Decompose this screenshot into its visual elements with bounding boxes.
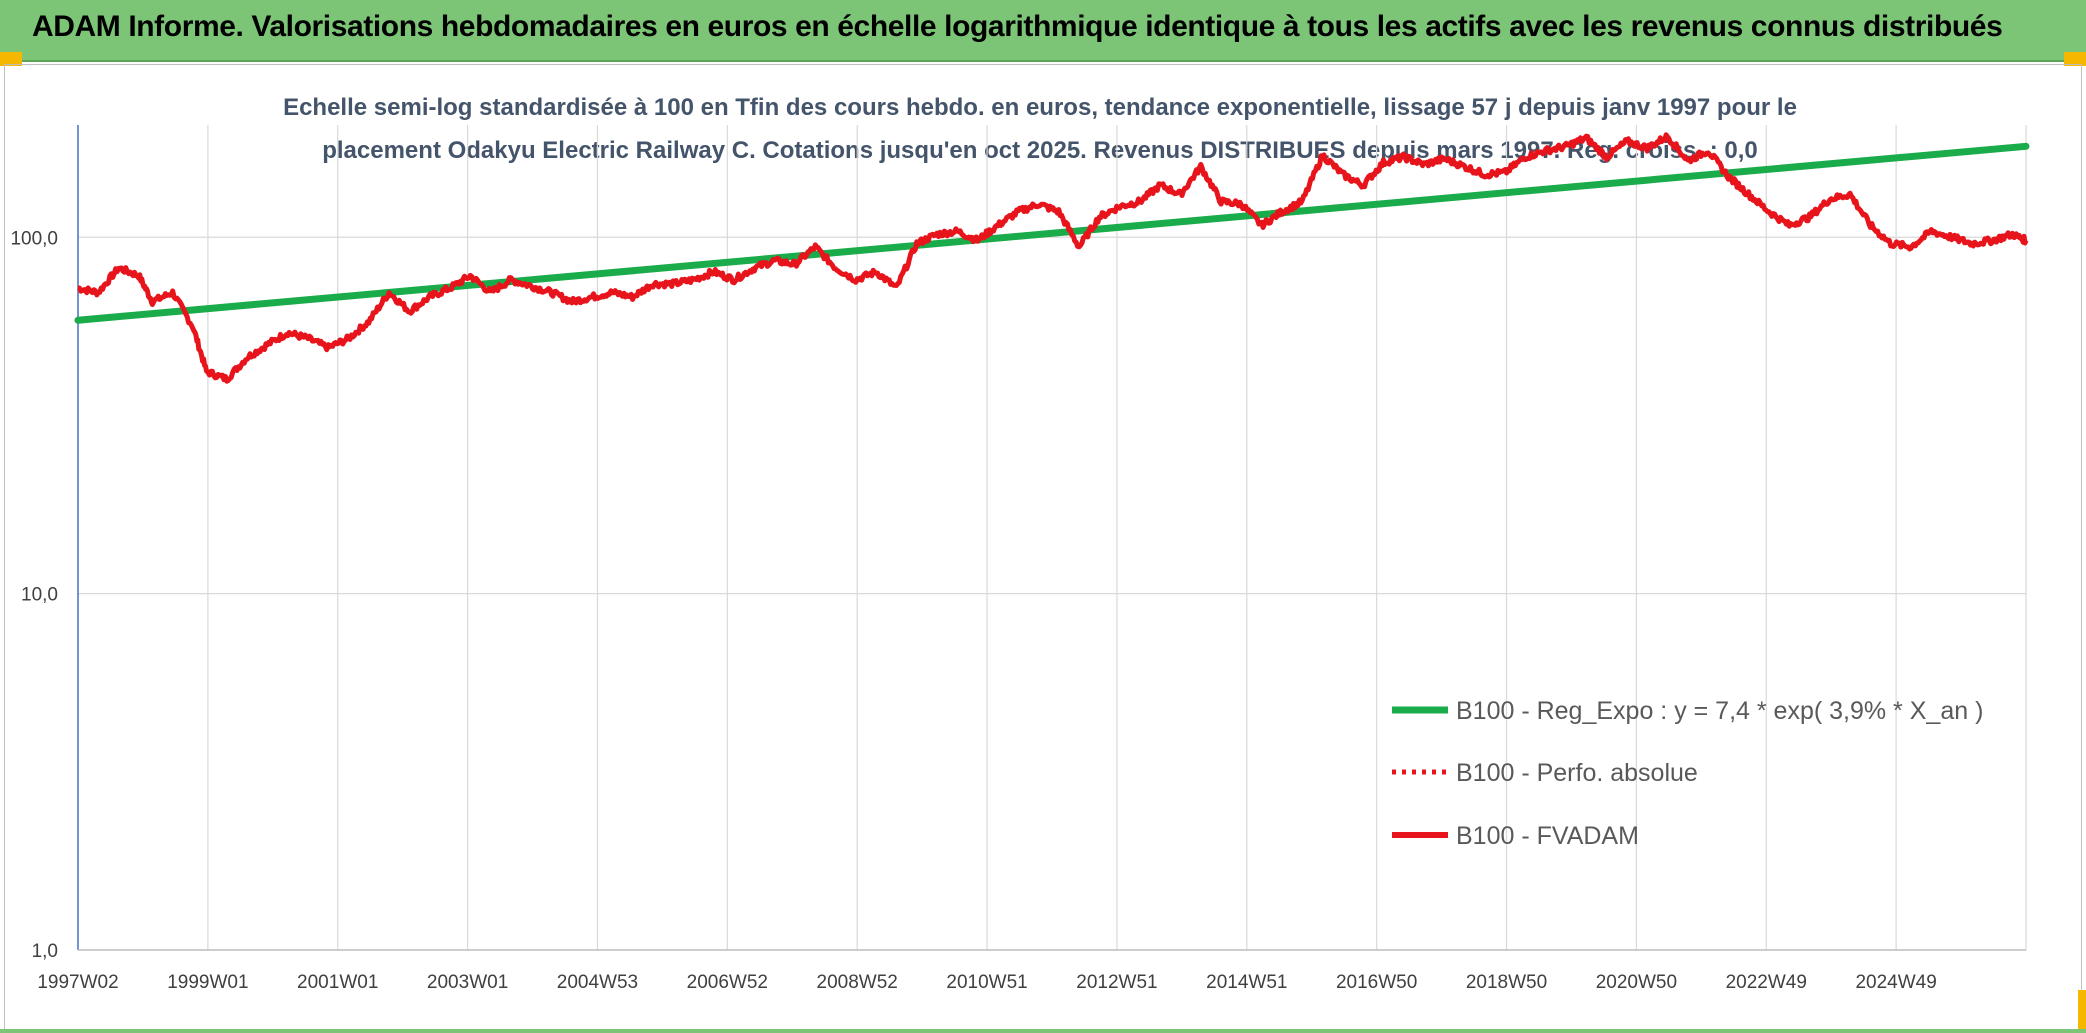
y-tick-label: 100,0 [10,228,58,249]
x-tick-label: 2012W51 [1076,972,1157,993]
x-tick-label: 2010W51 [946,972,1027,993]
corner-marker-right [2064,52,2086,66]
x-tick-label: 2014W51 [1206,972,1287,993]
y-tick-label: 10,0 [21,585,58,606]
legend: B100 - Reg_Expo : y = 7,4 * exp( 3,9% * … [1392,697,1983,850]
legend-label: B100 - Perfo. absolue [1456,759,1698,787]
x-tick-label: 2003W01 [427,972,508,993]
x-tick-label: 1997W02 [37,972,118,993]
legend-label: B100 - FVADAM [1456,822,1639,850]
x-tick-label: 2020W50 [1596,972,1677,993]
chart-subtitle-line-1: Echelle semi-log standardisée à 100 en T… [283,94,1797,121]
side-marker [2078,990,2086,1030]
x-tick-label: 2022W49 [1726,972,1807,993]
axes: 1,0 10,0 100,0 1997W02 1999W01 2001W01 2003W01… [10,125,2026,993]
x-tick-label: 2024W49 [1855,972,1936,993]
series-line-regression [74,142,2030,324]
y-tick-label: 1,0 [32,941,58,962]
x-tick-label: 2001W01 [297,972,378,993]
x-tick-label: 2004W53 [557,972,638,993]
legend-label: B100 - Reg_Expo : y = 7,4 * exp( 3,9% * … [1456,697,1983,725]
series-layer [74,132,2030,384]
report-title: ADAM Informe. Valorisations hebdomadaire… [32,10,2003,43]
series-line-fvadam [76,132,2029,384]
report-banner: ADAM Informe. Valorisations hebdomadaire… [0,0,2086,62]
legend-entry-perfo: B100 - Perfo. absolue [1392,759,1698,787]
bottom-bar [0,1029,2086,1033]
grid-lines [78,125,2027,951]
x-tick-label: 2008W52 [817,972,898,993]
legend-entry-regression: B100 - Reg_Expo : y = 7,4 * exp( 3,9% * … [1392,697,1983,725]
x-tick-label: 2018W50 [1466,972,1547,993]
corner-marker-left [0,52,22,66]
legend-entry-fvadam: B100 - FVADAM [1392,822,1639,850]
x-tick-label: 2016W50 [1336,972,1417,993]
x-tick-label: 1999W01 [167,972,248,993]
x-tick-label: 2006W52 [687,972,768,993]
